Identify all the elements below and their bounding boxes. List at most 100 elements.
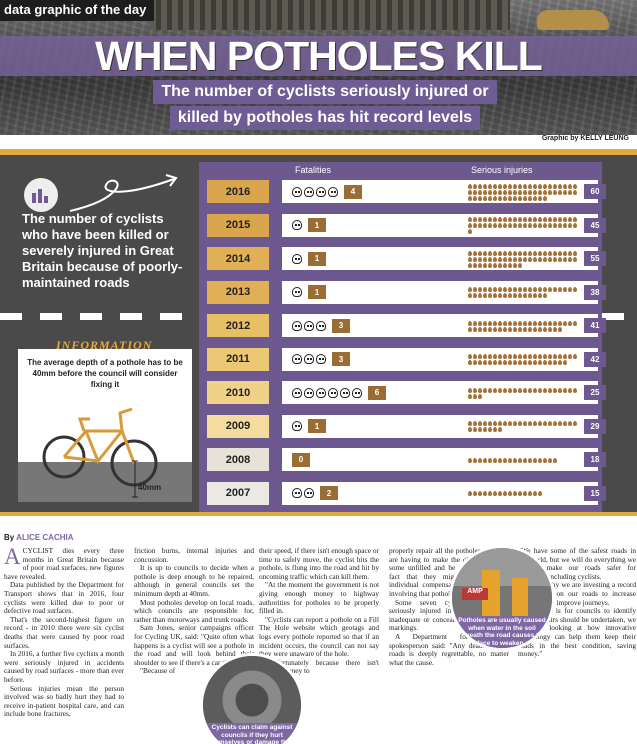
drop-icon: [538, 421, 542, 426]
drop-icon: [498, 491, 502, 496]
arrow-icon: [69, 174, 178, 212]
drop-icon: [548, 250, 552, 256]
drop-icon: [493, 287, 497, 292]
drop-icon: [508, 387, 512, 393]
drop-icon: [473, 256, 477, 262]
drop-icon: [558, 250, 562, 256]
drop-icon: [563, 287, 567, 292]
drop-icon: [538, 189, 542, 195]
drop-icon: [493, 223, 497, 228]
injuries-drops: [468, 319, 580, 333]
drop-icon: [488, 360, 492, 365]
drop-icon: [553, 223, 557, 228]
drop-icon: [533, 491, 537, 496]
drop-icon: [483, 189, 487, 195]
drop-icon: [483, 287, 487, 292]
byline-prefix: By: [4, 533, 15, 542]
drop-icon: [478, 354, 482, 359]
drop-icon: [543, 195, 547, 201]
drop-icon: [558, 223, 562, 228]
data-bar: 0 18: [282, 448, 606, 471]
drop-icon: [533, 354, 537, 359]
drop-icon: [503, 287, 507, 292]
skull-icon: [292, 421, 302, 431]
drop-icon: [518, 326, 522, 332]
drop-icon: [478, 320, 482, 326]
drop-icon: [473, 360, 477, 365]
drop-icon: [543, 183, 547, 189]
drop-icon: [538, 354, 542, 359]
drop-icon: [523, 354, 527, 359]
drop-icon: [488, 387, 492, 393]
drop-icon: [573, 189, 577, 195]
article-paragraph: properly repair all the potholes, counci…: [389, 547, 509, 598]
year-label: 2013: [207, 280, 269, 304]
drop-icon: [533, 250, 537, 256]
fatalities-value: 0: [292, 452, 310, 467]
drop-icon: [483, 293, 487, 298]
drop-icon: [513, 189, 517, 195]
drop-icon: [543, 217, 547, 222]
fatalities-cell: 1: [292, 415, 326, 438]
drop-icon: [538, 293, 542, 298]
drop-icon: [563, 387, 567, 393]
article-paragraph: In 2016, a further five cyclists a month…: [4, 649, 124, 684]
section-rule: [0, 512, 637, 516]
drop-icon: [503, 189, 507, 195]
drop-icon: [478, 491, 482, 496]
drop-icon: [468, 287, 472, 292]
drop-icon: [483, 320, 487, 326]
drop-icon: [548, 457, 552, 463]
drop-icon: [548, 421, 552, 426]
injuries-value: 25: [584, 385, 606, 400]
drop-icon: [508, 183, 512, 189]
skull-icon: [304, 354, 314, 364]
fatalities-value: 1: [308, 419, 326, 433]
drop-icon: [498, 183, 502, 189]
drop-icon: [528, 457, 532, 463]
drop-icon: [563, 354, 567, 359]
injuries-value: 55: [584, 251, 606, 266]
drop-icon: [483, 421, 487, 426]
drop-icon: [548, 223, 552, 228]
injuries-value: 29: [584, 418, 606, 434]
drop-icon: [503, 421, 507, 426]
drop-icon: [513, 326, 517, 332]
drop-icon: [478, 256, 482, 262]
byline-author: ALICE CACHIA: [16, 533, 74, 542]
injuries-drops: [468, 420, 580, 434]
drop-icon: [468, 387, 472, 393]
drop-icon: [558, 189, 562, 195]
drop-icon: [498, 326, 502, 332]
drop-icon: [488, 250, 492, 256]
drop-icon: [518, 250, 522, 256]
drop-icon: [508, 250, 512, 256]
drop-icon: [493, 256, 497, 262]
drop-icon: [513, 293, 517, 298]
drop-icon: [503, 262, 507, 268]
data-bar: 1 38: [282, 280, 606, 304]
drop-icon: [528, 421, 532, 426]
drop-icon: [568, 387, 572, 393]
drop-icon: [538, 457, 542, 463]
fatalities-cell: 3: [292, 348, 350, 371]
drop-icon: [528, 387, 532, 393]
drop-icon: [533, 457, 537, 463]
drop-icon: [493, 421, 497, 426]
fatalities-cell: 2: [292, 482, 338, 505]
drop-icon: [513, 250, 517, 256]
drop-icon: [558, 421, 562, 426]
drop-icon: [543, 326, 547, 332]
drop-icon: [473, 250, 477, 256]
drop-icon: [513, 223, 517, 228]
drop-icon: [528, 320, 532, 326]
drop-icon: [508, 217, 512, 222]
drop-icon: [528, 293, 532, 298]
drop-icon: [523, 250, 527, 256]
drop-icon: [568, 189, 572, 195]
drop-icon: [553, 217, 557, 222]
drop-icon: [573, 256, 577, 262]
drop-icon: [488, 195, 492, 201]
fatalities-value: 3: [332, 318, 350, 333]
drop-icon: [528, 354, 532, 359]
